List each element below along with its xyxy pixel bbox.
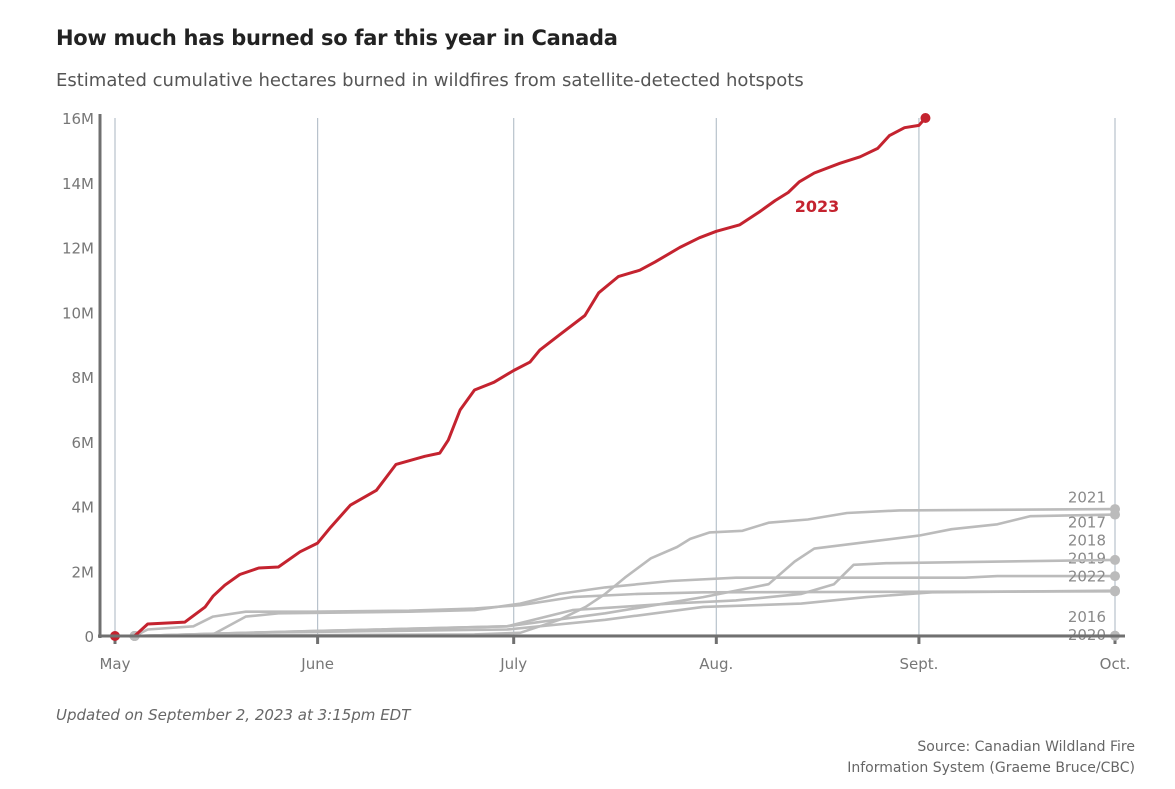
series-label-2022: 2022 (1068, 568, 1106, 586)
series-end-dot-2023 (920, 113, 931, 123)
series-end-dot-2022 (1110, 571, 1120, 582)
series-line-2023 (115, 117, 927, 638)
series-label-2021: 2021 (1068, 488, 1106, 506)
y-tick-label: 2M (72, 563, 95, 581)
y-tick-label: 12M (62, 240, 94, 258)
x-tick-label: June (300, 655, 334, 673)
y-tick-label: 16M (62, 110, 94, 128)
series-label-2023: 2023 (795, 197, 840, 216)
series-line-2018 (134, 558, 1116, 638)
x-tick-label: Aug. (699, 655, 733, 673)
series-line-2021 (134, 507, 1116, 638)
chart-subtitle: Estimated cumulative hectares burned in … (56, 70, 804, 91)
x-tick-label: Sept. (899, 655, 938, 673)
series-label-2017: 2017 (1068, 514, 1106, 532)
source-line-2: Information System (Graeme Bruce/CBC) (847, 760, 1135, 776)
series-label-2018: 2018 (1068, 532, 1106, 550)
chart-title: How much has burned so far this year in … (56, 26, 618, 50)
series-line-2022 (134, 574, 1115, 638)
x-tick-label: July (499, 655, 527, 673)
series-end-dot-2018 (1110, 554, 1120, 565)
x-tick-label: Oct. (1100, 655, 1131, 673)
series-end-dot-2021 (1110, 504, 1120, 515)
x-tick-label: May (99, 655, 130, 673)
updated-note: Updated on September 2, 2023 at 3:15pm E… (56, 706, 411, 724)
y-tick-label: 14M (62, 175, 94, 193)
source-line-1: Source: Canadian Wildland Fire (917, 739, 1135, 755)
y-tick-label: 4M (72, 499, 95, 517)
series-label-2019: 2019 (1068, 550, 1106, 568)
y-tick-label: 6M (72, 434, 95, 452)
source-note: Source: Canadian Wildland Fire Informati… (847, 737, 1135, 779)
y-tick-label: 0 (84, 628, 94, 646)
series-end-dot-2016 (1110, 586, 1120, 597)
series-label-2016: 2016 (1068, 608, 1106, 626)
series-line-2017 (134, 513, 1116, 638)
y-tick-label: 8M (72, 369, 95, 387)
y-tick-label: 10M (62, 304, 94, 322)
